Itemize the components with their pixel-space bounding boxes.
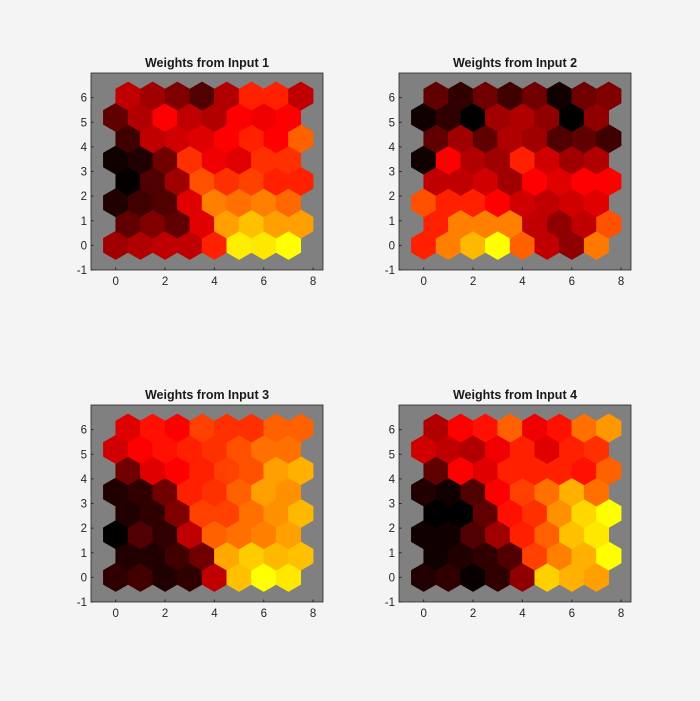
y-tick-label: 6	[81, 425, 87, 437]
y-tick-label: 6	[81, 93, 87, 105]
x-tick-label: 2	[162, 608, 168, 620]
y-tick-label: 1	[81, 216, 87, 228]
y-tick-label: 3	[81, 167, 87, 179]
x-tick-label: 2	[162, 276, 168, 288]
x-tick-label: 0	[420, 276, 426, 288]
subplot-title: Weights from Input 1	[144, 56, 270, 70]
x-tick-label: 6	[569, 608, 575, 620]
y-tick-label: 0	[389, 572, 395, 584]
x-tick-label: 6	[261, 608, 267, 620]
y-tick-label: 4	[81, 474, 88, 486]
y-tick-label: 3	[81, 499, 87, 511]
hex-neuron	[596, 413, 622, 443]
y-tick-label: 0	[81, 240, 87, 252]
x-tick-label: 4	[211, 608, 218, 620]
y-tick-label: 3	[389, 167, 395, 179]
x-tick-label: 2	[470, 608, 476, 620]
x-tick-label: 4	[519, 276, 526, 288]
y-tick-label: 2	[81, 523, 87, 535]
y-tick-label: 5	[389, 117, 395, 129]
x-tick-label: 0	[420, 608, 426, 620]
x-tick-label: 0	[112, 608, 118, 620]
x-tick-label: 0	[112, 276, 118, 288]
y-tick-label: 0	[389, 240, 395, 252]
x-tick-label: 2	[470, 276, 476, 288]
y-tick-label: 5	[389, 449, 395, 461]
y-tick-label: 4	[389, 474, 396, 486]
y-tick-label: 6	[389, 425, 395, 437]
subplot-input-4: Weights from Input 4 0 2 4 6 8 -1 0 1 2 3 4 5 6	[385, 384, 688, 644]
subplot-input-3: Weights from Input 3 0 2 4 6 8 -1 0 1 2 3 4 5 6	[77, 384, 380, 644]
hex-neuron	[288, 413, 314, 443]
y-tick-label: -1	[385, 265, 395, 277]
x-tick-label: 8	[618, 608, 624, 620]
y-tick-label: -1	[77, 597, 87, 609]
y-tick-label: 1	[389, 548, 395, 560]
y-tick-label: 1	[81, 548, 87, 560]
hex-neuron	[288, 81, 314, 111]
y-tick-label: -1	[77, 265, 87, 277]
y-tick-label: 6	[389, 93, 395, 105]
subplot-input-1: Weights from Input 1 0 2 4 6 8 -1 0 1 2 3 4 5 6	[77, 52, 380, 312]
plot-area: 0 2 4 6 8 -1 0 1 2 3 4 5 6	[385, 72, 632, 288]
y-tick-label: 3	[389, 499, 395, 511]
x-tick-label: 8	[310, 608, 316, 620]
y-tick-label: -1	[385, 597, 395, 609]
x-tick-label: 4	[211, 276, 218, 288]
plot-area: 0 2 4 6 8 -1 0 1 2 3 4 5 6	[385, 404, 632, 620]
y-tick-label: 4	[81, 142, 88, 154]
x-tick-label: 6	[261, 276, 267, 288]
plot-area: 0 2 4 6 8 -1 0 1 2 3 4 5 6	[77, 404, 324, 620]
x-tick-label: 6	[569, 276, 575, 288]
x-tick-label: 4	[519, 608, 526, 620]
hex-neuron	[596, 81, 622, 111]
y-tick-label: 0	[81, 572, 87, 584]
x-tick-label: 8	[310, 276, 316, 288]
subplot-title: Weights from Input 4	[452, 388, 578, 402]
y-tick-label: 1	[389, 216, 395, 228]
y-tick-label: 2	[389, 523, 395, 535]
subplot-title: Weights from Input 3	[144, 388, 270, 402]
y-tick-label: 5	[81, 117, 87, 129]
y-tick-label: 2	[389, 191, 395, 203]
y-tick-label: 4	[389, 142, 396, 154]
x-tick-label: 8	[618, 276, 624, 288]
y-tick-label: 5	[81, 449, 87, 461]
subplot-title: Weights from Input 2	[452, 56, 578, 70]
plot-area: 0 2 4 6 8 -1 0 1 2 3 4 5 6	[77, 72, 324, 288]
subplot-input-2: Weights from Input 2 0 2 4 6 8 -1 0 1 2 3 4 5 6	[385, 52, 688, 312]
y-tick-label: 2	[81, 191, 87, 203]
